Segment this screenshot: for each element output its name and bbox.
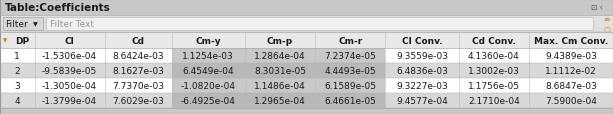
Bar: [245, 93, 315, 108]
Text: 6.4836e-03: 6.4836e-03: [396, 66, 448, 75]
Bar: [172, 49, 245, 63]
Text: Table:Coefficients: Table:Coefficients: [5, 3, 111, 13]
Text: ⊡ ‹: ⊡ ‹: [591, 3, 603, 12]
Text: DP: DP: [15, 36, 29, 45]
Text: -1.3050e-04: -1.3050e-04: [42, 81, 97, 90]
Text: Cl: Cl: [65, 36, 75, 45]
Bar: [0, 78, 613, 93]
Bar: [0, 33, 613, 49]
Bar: [0, 49, 613, 63]
Text: 4.4493e-05: 4.4493e-05: [324, 66, 376, 75]
Text: 7.7370e-03: 7.7370e-03: [112, 81, 164, 90]
Bar: [172, 93, 245, 108]
Text: ▼: ▼: [32, 22, 37, 27]
Text: -1.5306e-04: -1.5306e-04: [42, 52, 97, 60]
Text: Cm-p: Cm-p: [267, 36, 293, 45]
Text: 1.1756e-05: 1.1756e-05: [468, 81, 520, 90]
Bar: [0, 93, 613, 108]
Text: 1.1112e-02: 1.1112e-02: [545, 66, 597, 75]
Text: 6.4661e-05: 6.4661e-05: [324, 96, 376, 105]
Bar: [245, 49, 315, 63]
Bar: [0, 0, 613, 16]
Text: 1.1486e-04: 1.1486e-04: [254, 81, 306, 90]
Bar: [46, 18, 593, 31]
Text: Cm-r: Cm-r: [338, 36, 362, 45]
Text: 9.4389e-03: 9.4389e-03: [545, 52, 597, 60]
Text: -9.5839e-05: -9.5839e-05: [42, 66, 97, 75]
Text: Filter: Filter: [6, 20, 28, 29]
Bar: [172, 78, 245, 93]
Text: 9.3559e-03: 9.3559e-03: [396, 52, 448, 60]
Text: 6.1589e-05: 6.1589e-05: [324, 81, 376, 90]
Text: -1.0820e-04: -1.0820e-04: [181, 81, 236, 90]
Text: Cd: Cd: [132, 36, 145, 45]
Bar: [245, 63, 315, 78]
Bar: [315, 49, 386, 63]
Text: 8.1627e-03: 8.1627e-03: [112, 66, 164, 75]
Text: -6.4925e-04: -6.4925e-04: [181, 96, 236, 105]
Text: 8.6847e-03: 8.6847e-03: [545, 81, 597, 90]
Text: 1: 1: [14, 52, 20, 60]
Text: 1.2864e-04: 1.2864e-04: [254, 52, 306, 60]
Bar: [315, 93, 386, 108]
Bar: [172, 63, 245, 78]
Text: 4.1360e-04: 4.1360e-04: [468, 52, 520, 60]
Text: 8.3031e-05: 8.3031e-05: [254, 66, 306, 75]
Text: 7.6029e-03: 7.6029e-03: [112, 96, 164, 105]
Text: -1.3799e-04: -1.3799e-04: [42, 96, 97, 105]
Bar: [0, 63, 613, 78]
Text: 1.3002e-03: 1.3002e-03: [468, 66, 520, 75]
Text: Cd Conv.: Cd Conv.: [472, 36, 516, 45]
Bar: [315, 63, 386, 78]
Text: 9.3227e-03: 9.3227e-03: [396, 81, 448, 90]
Text: 1.1254e-03: 1.1254e-03: [183, 52, 234, 60]
Bar: [315, 78, 386, 93]
Text: 7.5900e-04: 7.5900e-04: [545, 96, 597, 105]
Text: 2: 2: [15, 66, 20, 75]
Text: ≡
○: ≡ ○: [603, 15, 610, 34]
Bar: [3, 18, 43, 31]
Text: 8.6424e-03: 8.6424e-03: [112, 52, 164, 60]
Text: 2.1710e-04: 2.1710e-04: [468, 96, 520, 105]
Text: ▼: ▼: [3, 38, 7, 43]
Text: Cm-y: Cm-y: [196, 36, 221, 45]
Text: 3: 3: [14, 81, 20, 90]
Text: 9.4577e-04: 9.4577e-04: [396, 96, 448, 105]
Bar: [245, 78, 315, 93]
Text: Cl Conv.: Cl Conv.: [402, 36, 443, 45]
Text: Max. Cm Conv.: Max. Cm Conv.: [534, 36, 608, 45]
Text: 4: 4: [15, 96, 20, 105]
Text: 7.2374e-05: 7.2374e-05: [324, 52, 376, 60]
Text: 6.4549e-04: 6.4549e-04: [183, 66, 234, 75]
Text: Filter Text: Filter Text: [50, 20, 94, 29]
Text: 1.2965e-04: 1.2965e-04: [254, 96, 306, 105]
Bar: [0, 16, 613, 33]
